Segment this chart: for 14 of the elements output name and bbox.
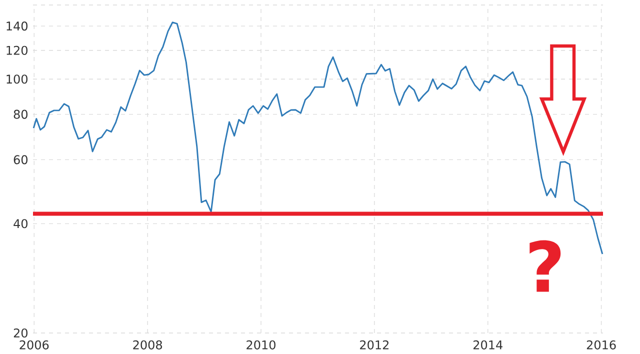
x-tick-label: 2010 (246, 340, 276, 350)
y-tick-label: 100 (6, 74, 28, 84)
x-tick-label: 2006 (20, 340, 49, 350)
y-tick-label: 80 (14, 110, 28, 119)
x-tick-label: 2014 (473, 340, 502, 350)
x-tick-label: 2008 (133, 340, 162, 350)
annotation: ? (530, 240, 561, 292)
y-tick-label: 60 (14, 155, 28, 164)
x-tick-label: 2012 (360, 340, 388, 350)
y-tick-label: 140 (6, 22, 28, 31)
x-tick-label: 2016 (586, 340, 616, 350)
y-tick-label: 120 (6, 46, 28, 55)
y-tick-label: 40 (14, 219, 28, 228)
y-tick-label: 20 (14, 328, 28, 338)
